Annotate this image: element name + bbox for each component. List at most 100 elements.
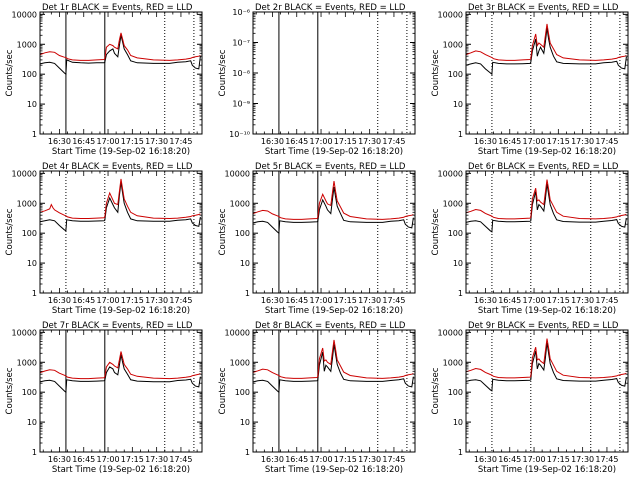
x-axis-label: Start Time (19-Sep-02 16:18:20) <box>52 306 190 316</box>
detector-panel-3: Det 3r BLACK = Events, RED = LLD 1 10 100 10… <box>431 3 629 157</box>
y-tick-label: 10 <box>453 100 463 109</box>
x-axis-label: Start Time (19-Sep-02 16:18:20) <box>265 306 403 316</box>
x-tick-label: 17:30 <box>358 137 381 146</box>
detector-panel-9: Det 9r BLACK = Events, RED = LLD 1 10 100 10… <box>431 321 629 475</box>
y-tick-label: 1 <box>245 448 250 457</box>
x-tick-label: 17:15 <box>334 455 357 464</box>
x-tick-label: 16:45 <box>285 455 308 464</box>
x-tick-label: 16:45 <box>72 296 95 305</box>
x-tick-label: 17:15 <box>547 455 570 464</box>
lld-series-line <box>252 339 414 379</box>
x-tick-label: 16:30 <box>261 137 284 146</box>
y-tick-label: 10000 <box>438 328 463 337</box>
events-series-line <box>252 186 414 235</box>
y-tick-label: 1000 <box>443 40 463 49</box>
events-series-line <box>39 354 201 394</box>
y-tick-label: 10000 <box>225 169 250 178</box>
lld-series-line <box>39 178 201 220</box>
x-tick-label: 16:30 <box>48 455 71 464</box>
y-tick-label: 1000 <box>17 358 37 367</box>
y-tick-label: 100 <box>22 70 37 79</box>
x-tick-label: 17:45 <box>169 137 192 146</box>
y-tick-label: 100 <box>235 229 250 238</box>
y-tick-label: 10⁻⁸ <box>232 69 250 78</box>
plot-frame <box>39 11 203 135</box>
lld-series-line <box>465 179 627 220</box>
panel-title: Det 4r BLACK = Events, RED = LLD <box>42 162 193 172</box>
y-tick-label: 10⁻⁶ <box>232 8 250 17</box>
detector-panel-4: Det 4r BLACK = Events, RED = LLD 1 10 100 10… <box>5 162 203 316</box>
x-axis-label: Start Time (19-Sep-02 16:18:20) <box>52 147 190 157</box>
events-series-line <box>465 183 627 233</box>
y-tick-label: 1 <box>458 130 463 139</box>
x-tick-label: 17:30 <box>571 296 594 305</box>
y-tick-label: 1000 <box>17 199 37 208</box>
x-tick-label: 17:30 <box>145 296 168 305</box>
y-tick-label: 100 <box>235 388 250 397</box>
panel-title: Det 6r BLACK = Events, RED = LLD <box>468 162 619 172</box>
x-tick-label: 17:15 <box>334 296 357 305</box>
x-axis-label: Start Time (19-Sep-02 16:18:20) <box>478 147 616 157</box>
x-tick-label: 16:45 <box>285 296 308 305</box>
panel-title: Det 2r BLACK = Events, RED = LLD <box>255 3 406 13</box>
lld-series-line <box>465 338 627 379</box>
x-tick-label: 17:30 <box>358 296 381 305</box>
panel-title: Det 8r BLACK = Events, RED = LLD <box>255 321 406 331</box>
x-tick-label: 17:00 <box>97 296 120 305</box>
y-tick-label: 100 <box>448 70 463 79</box>
x-axis-label: Start Time (19-Sep-02 16:18:20) <box>52 465 190 475</box>
lld-series-line <box>39 351 201 380</box>
y-tick-label: 10000 <box>12 169 37 178</box>
x-tick-label: 17:45 <box>595 455 618 464</box>
plot-frame <box>252 329 416 453</box>
panel-title: Det 5r BLACK = Events, RED = LLD <box>255 162 406 172</box>
y-tick-label: 1000 <box>17 40 37 49</box>
x-tick-label: 17:45 <box>382 296 405 305</box>
x-tick-label: 17:30 <box>358 455 381 464</box>
y-tick-label: 10 <box>27 418 37 427</box>
events-series-line <box>39 35 201 76</box>
y-tick-label: 1 <box>32 448 37 457</box>
detector-panel-8: Det 8r BLACK = Events, RED = LLD 1 10 100 10… <box>218 321 416 475</box>
y-tick-label: 100 <box>448 388 463 397</box>
y-axis-label: Counts/sec <box>218 208 228 255</box>
y-axis-label: Counts/sec <box>5 208 15 255</box>
y-tick-label: 10000 <box>438 169 463 178</box>
plot-frame <box>39 329 203 453</box>
x-tick-label: 17:00 <box>523 296 546 305</box>
x-tick-label: 16:30 <box>474 296 497 305</box>
y-tick-label: 10000 <box>225 328 250 337</box>
y-tick-label: 100 <box>448 229 463 238</box>
y-tick-label: 1000 <box>443 199 463 208</box>
plot-frame <box>252 11 416 135</box>
y-tick-label: 10 <box>240 418 250 427</box>
y-tick-label: 1 <box>32 130 37 139</box>
x-tick-label: 17:15 <box>547 137 570 146</box>
y-tick-label: 10⁻⁹ <box>232 100 250 109</box>
lld-series-line <box>465 23 627 61</box>
x-tick-label: 17:45 <box>382 137 405 146</box>
detector-panel-5: Det 5r BLACK = Events, RED = LLD 1 10 100 10… <box>218 162 416 316</box>
y-tick-label: 10⁻⁷ <box>232 39 250 48</box>
y-axis-label: Counts/sec <box>431 49 441 96</box>
events-series-line <box>465 27 627 76</box>
x-tick-label: 17:00 <box>310 455 333 464</box>
panel-title: Det 7r BLACK = Events, RED = LLD <box>42 321 193 331</box>
x-tick-label: 17:45 <box>169 296 192 305</box>
x-tick-label: 17:00 <box>97 455 120 464</box>
y-tick-label: 10 <box>453 259 463 268</box>
y-tick-label: 10 <box>27 259 37 268</box>
panel-title: Det 1r BLACK = Events, RED = LLD <box>42 3 193 13</box>
x-tick-label: 17:30 <box>145 455 168 464</box>
y-tick-label: 1000 <box>230 358 250 367</box>
y-tick-label: 10 <box>453 418 463 427</box>
y-tick-label: 100 <box>22 229 37 238</box>
x-tick-label: 17:15 <box>121 455 144 464</box>
y-tick-label: 10000 <box>12 10 37 19</box>
events-series-line <box>465 342 627 392</box>
y-tick-label: 1 <box>245 289 250 298</box>
y-tick-label: 1000 <box>443 358 463 367</box>
x-tick-label: 17:15 <box>334 137 357 146</box>
x-tick-label: 16:45 <box>498 137 521 146</box>
x-tick-label: 17:30 <box>571 137 594 146</box>
